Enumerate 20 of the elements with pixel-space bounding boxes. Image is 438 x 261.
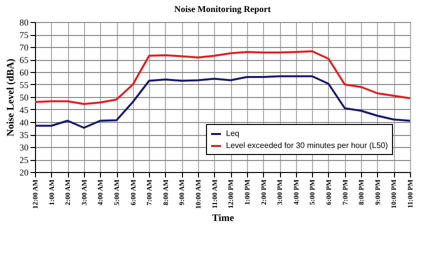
y-tick-label: 45 — [20, 105, 29, 115]
y-axis-title: Noise Level (dBA) — [6, 58, 16, 136]
x-axis-title: Time — [212, 213, 235, 224]
y-tick-label: 35 — [20, 130, 29, 140]
line-series — [34, 50, 411, 105]
y-tick-label: 40 — [20, 118, 29, 128]
y-tick-label: 80 — [20, 18, 29, 28]
y-tick-label: 50 — [20, 92, 29, 102]
line-series — [34, 75, 411, 129]
legend-label: Leq — [226, 129, 240, 138]
chart-title: Noise Monitoring Report — [174, 4, 271, 14]
y-tick-label: 70 — [20, 42, 29, 52]
y-tick-label: 20 — [20, 168, 29, 178]
legend-label: Level exceeded for 30 minutes per hour (L50) — [226, 141, 388, 150]
y-tick-label: 30 — [20, 142, 29, 152]
y-tick-label: 65 — [20, 55, 29, 65]
y-tick-label: 55 — [20, 80, 29, 90]
y-tick-label: 75 — [20, 30, 29, 40]
y-tick-label: 60 — [20, 68, 29, 78]
y-tick-label: 25 — [20, 155, 29, 165]
